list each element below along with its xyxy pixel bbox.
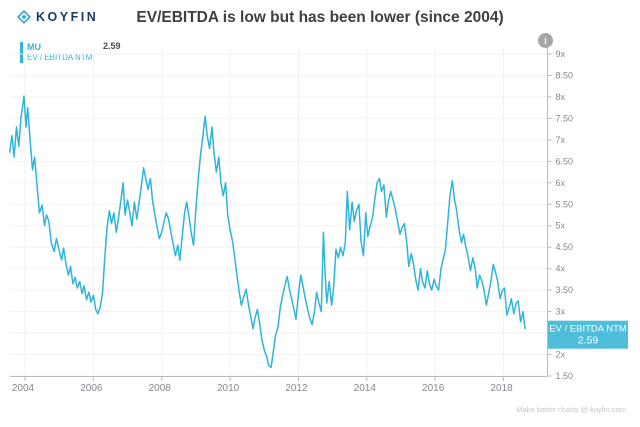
y-tick-label: 4x: [556, 264, 566, 274]
x-tick-label: 2014: [354, 383, 377, 394]
y-tick-label: 5.50: [556, 199, 574, 209]
legend-color-bar: [20, 42, 23, 63]
y-tick-label: 8x: [556, 92, 566, 102]
x-tick-label: 2010: [217, 383, 240, 394]
y-tick-label: 6x: [556, 178, 566, 188]
legend-ticker: MU: [27, 42, 41, 52]
koyfin-logo-icon: [17, 10, 31, 24]
y-tick-label: 5x: [556, 221, 566, 231]
koyfin-logo-text: KOYFIN: [36, 10, 99, 24]
last-value-flag-value: 2.59: [578, 335, 599, 347]
last-value-flag[interactable]: [548, 320, 628, 349]
y-tick-label: 8.50: [556, 70, 574, 80]
y-tick-label: 1.50: [556, 371, 574, 381]
last-value-flag-series: EV / EBITDA NTM: [549, 324, 627, 335]
x-tick-label: 2008: [149, 383, 172, 394]
legend-series-label: EV / EBITDA NTM: [27, 53, 93, 62]
y-tick-label: 3.50: [556, 285, 574, 295]
y-tick-label: 2x: [556, 350, 566, 360]
chart-title: EV/EBITDA is low but has been lower (sin…: [136, 9, 504, 26]
series-legend[interactable]: MU EV / EBITDA NTM: [20, 42, 92, 63]
legend-last-value: 2.59: [103, 41, 121, 51]
x-tick-label: 2006: [80, 383, 103, 394]
y-tick-label: 6.50: [556, 156, 574, 166]
y-tick-label: 9x: [556, 49, 566, 59]
x-tick-label: 2016: [422, 383, 445, 394]
y-tick-label: 7.50: [556, 113, 574, 123]
footer-credit: Make better charts @ koyfin.com: [516, 405, 626, 414]
series-line[interactable]: [8, 95, 526, 369]
y-tick-label: 3x: [556, 307, 566, 317]
x-tick-label: 2004: [12, 383, 35, 394]
x-tick-label: 2018: [490, 383, 513, 394]
x-tick-label: 2012: [285, 383, 308, 394]
koyfin-logo[interactable]: KOYFIN: [17, 10, 98, 24]
info-icon[interactable]: i: [538, 33, 553, 48]
y-tick-label: 7x: [556, 135, 566, 145]
y-tick-label: 4.50: [556, 242, 574, 252]
